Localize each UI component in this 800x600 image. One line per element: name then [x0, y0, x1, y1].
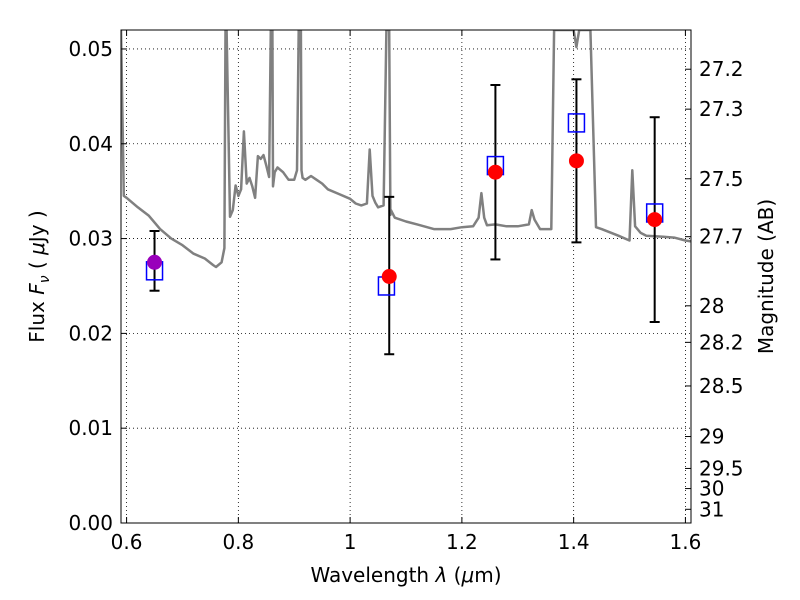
y2-tick-label: 28.5 [699, 374, 744, 398]
x-tick-label: 1.2 [446, 530, 478, 554]
x-tick-label: 0.8 [222, 530, 254, 554]
observed-points [147, 153, 663, 284]
y2-tick-label: 29.5 [699, 456, 744, 480]
model-spectrum [121, 30, 691, 269]
y2-tick-label: 27.7 [699, 225, 744, 249]
grid [121, 30, 691, 524]
y-tick-label: 0.02 [68, 321, 113, 345]
x-tick-labels: 0.6 0.8 1 1.2 1.4 1.6 [111, 530, 702, 554]
y2-tick-label: 31 [699, 497, 724, 521]
y-tick-label: 0.03 [68, 227, 113, 251]
y2-tick-label: 29 [699, 425, 724, 449]
x-axis-title: Wavelength λ (μm) [310, 563, 501, 587]
axis-ticks [121, 30, 691, 524]
y2-tick-label: 28.2 [699, 330, 744, 354]
plot-frame [120, 29, 692, 524]
model-spectrum-line [121, 30, 691, 269]
model-band-square [567, 113, 586, 133]
y2-tick-label: 30 [699, 477, 724, 501]
y-tick-label: 0.01 [68, 416, 113, 440]
observed-point [568, 153, 584, 169]
y-tick-label: 0.05 [68, 37, 113, 61]
y2-tick-label: 27.3 [699, 97, 744, 121]
y2-tick-label: 27.2 [699, 57, 744, 81]
y-axis-title: Flux Fν ( μJy ) [25, 210, 53, 342]
observed-point [381, 269, 397, 284]
y-tick-labels: 0.00 0.01 0.02 0.03 0.04 0.05 [68, 37, 113, 535]
x-tick-label: 1 [344, 530, 357, 554]
y2-axis-title: Magnitude (AB) [754, 199, 778, 354]
y-tick-label: 0.04 [68, 132, 113, 156]
x-tick-label: 1.4 [558, 530, 590, 554]
x-tick-label: 0.6 [111, 530, 143, 554]
observed-point [487, 164, 503, 180]
y2-tick-label: 28 [699, 294, 724, 318]
y-tick-label: 0.00 [68, 511, 113, 535]
observed-point [647, 212, 663, 228]
y2-tick-label: 27.5 [699, 167, 744, 191]
observed-point [147, 254, 163, 270]
x-tick-label: 1.6 [670, 530, 702, 554]
